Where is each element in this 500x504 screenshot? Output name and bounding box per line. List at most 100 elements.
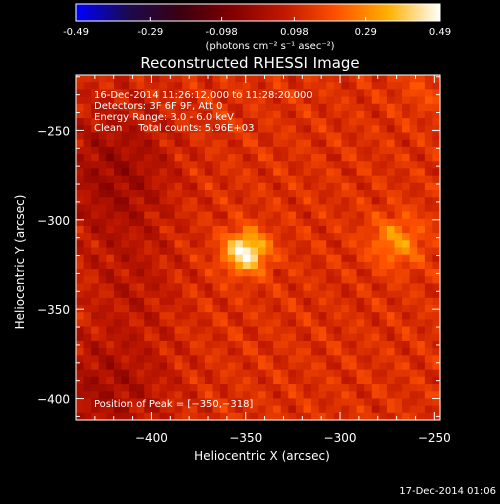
heatmap-pixel bbox=[182, 190, 191, 198]
heatmap-pixel bbox=[182, 89, 191, 98]
heatmap-pixel bbox=[295, 168, 305, 177]
heatmap-pixel bbox=[220, 233, 229, 241]
heatmap-pixel bbox=[220, 218, 229, 227]
heatmap-pixel bbox=[212, 305, 221, 313]
heatmap-pixel bbox=[159, 75, 168, 83]
heatmap-pixel bbox=[220, 225, 229, 234]
heatmap-pixel bbox=[159, 168, 168, 177]
heatmap-pixel bbox=[189, 218, 198, 227]
heatmap-pixel bbox=[98, 103, 107, 112]
heatmap-pixel bbox=[349, 103, 358, 112]
heatmap-pixel bbox=[394, 297, 403, 306]
heatmap-pixel bbox=[394, 333, 403, 342]
heatmap-pixel bbox=[333, 233, 343, 241]
heatmap-pixel bbox=[197, 312, 206, 320]
heatmap-pixel bbox=[311, 333, 320, 342]
heatmap-pixel bbox=[182, 254, 191, 263]
heatmap-pixel bbox=[98, 333, 107, 342]
heatmap-pixel bbox=[333, 225, 343, 234]
heatmap-pixel bbox=[394, 218, 403, 227]
heatmap-pixel bbox=[204, 125, 214, 134]
heatmap-pixel bbox=[402, 412, 411, 421]
heatmap-pixel bbox=[136, 312, 145, 320]
heatmap-pixel bbox=[235, 384, 244, 392]
heatmap-pixel bbox=[364, 398, 373, 407]
heatmap-pixel bbox=[295, 89, 305, 98]
heatmap-pixel bbox=[98, 190, 107, 198]
heatmap-pixel bbox=[189, 340, 198, 349]
heatmap-pixel bbox=[311, 240, 320, 249]
heatmap-pixel bbox=[235, 118, 244, 126]
heatmap-pixel bbox=[121, 75, 130, 83]
heatmap-pixel bbox=[311, 161, 320, 170]
heatmap-pixel bbox=[364, 405, 373, 414]
heatmap-pixel bbox=[235, 305, 244, 313]
heatmap-pixel bbox=[204, 376, 214, 385]
heatmap-pixel bbox=[151, 118, 161, 126]
heatmap-pixel bbox=[371, 146, 380, 155]
heatmap-pixel bbox=[265, 305, 274, 313]
heatmap-pixel bbox=[121, 161, 130, 170]
heatmap-pixel bbox=[356, 326, 365, 335]
heatmap-pixel bbox=[386, 355, 396, 364]
heatmap-pixel bbox=[106, 333, 115, 342]
heatmap-pixel bbox=[379, 391, 388, 400]
heatmap-pixel bbox=[197, 182, 206, 191]
heatmap-pixel bbox=[409, 376, 418, 385]
heatmap-pixel bbox=[371, 225, 380, 234]
heatmap-pixel bbox=[386, 175, 396, 184]
heatmap-pixel bbox=[371, 139, 380, 148]
heatmap-pixel bbox=[409, 125, 418, 134]
heatmap-pixel bbox=[167, 355, 176, 364]
heatmap-pixel bbox=[333, 312, 343, 320]
heatmap-pixel bbox=[227, 391, 236, 400]
heatmap-pixel bbox=[265, 182, 274, 191]
heatmap-pixel bbox=[159, 391, 168, 400]
heatmap-pixel bbox=[174, 290, 183, 299]
heatmap-pixel bbox=[386, 305, 396, 313]
heatmap-pixel bbox=[326, 82, 335, 90]
heatmap-pixel bbox=[364, 333, 373, 342]
heatmap-pixel bbox=[113, 355, 123, 364]
heatmap-pixel bbox=[379, 398, 388, 407]
heatmap-pixel bbox=[159, 319, 168, 328]
heatmap-pixel bbox=[174, 110, 183, 119]
heatmap-pixel bbox=[364, 369, 373, 378]
heatmap-pixel bbox=[242, 362, 252, 371]
heatmap-pixel bbox=[303, 110, 312, 119]
heatmap-pixel bbox=[258, 146, 267, 155]
heatmap-pixel bbox=[91, 362, 100, 371]
heatmap-pixel bbox=[288, 139, 297, 148]
heatmap-pixel bbox=[318, 154, 327, 162]
heatmap-pixel bbox=[318, 405, 327, 414]
heatmap-pixel bbox=[371, 391, 380, 400]
heatmap-pixel bbox=[326, 197, 335, 205]
heatmap-pixel bbox=[311, 175, 320, 184]
heatmap-pixel bbox=[402, 225, 411, 234]
heatmap-pixel bbox=[113, 197, 123, 205]
heatmap-pixel bbox=[364, 240, 373, 249]
heatmap-pixel bbox=[106, 276, 115, 285]
heatmap-pixel bbox=[83, 305, 92, 313]
x-axis-label: Heliocentric X (arcsec) bbox=[194, 449, 330, 463]
heatmap-pixel bbox=[174, 276, 183, 285]
heatmap-pixel bbox=[212, 297, 221, 306]
heatmap-pixel bbox=[280, 233, 289, 241]
heatmap-pixel bbox=[386, 326, 396, 335]
heatmap-pixel bbox=[364, 391, 373, 400]
heatmap-pixel bbox=[227, 96, 236, 105]
heatmap-pixel bbox=[129, 348, 138, 356]
heatmap-pixel bbox=[295, 391, 305, 400]
heatmap-pixel bbox=[174, 326, 183, 335]
heatmap-pixel bbox=[341, 154, 350, 162]
heatmap-pixel bbox=[318, 247, 327, 256]
heatmap-pixel bbox=[265, 290, 274, 299]
heatmap-pixel bbox=[83, 384, 92, 392]
heatmap-pixel bbox=[204, 348, 214, 356]
heatmap-pixel bbox=[341, 369, 350, 378]
heatmap-pixel bbox=[402, 125, 411, 134]
heatmap-pixel bbox=[394, 175, 403, 184]
heatmap-pixel bbox=[83, 146, 92, 155]
heatmap-pixel bbox=[379, 340, 388, 349]
heatmap-pixel bbox=[129, 168, 138, 177]
